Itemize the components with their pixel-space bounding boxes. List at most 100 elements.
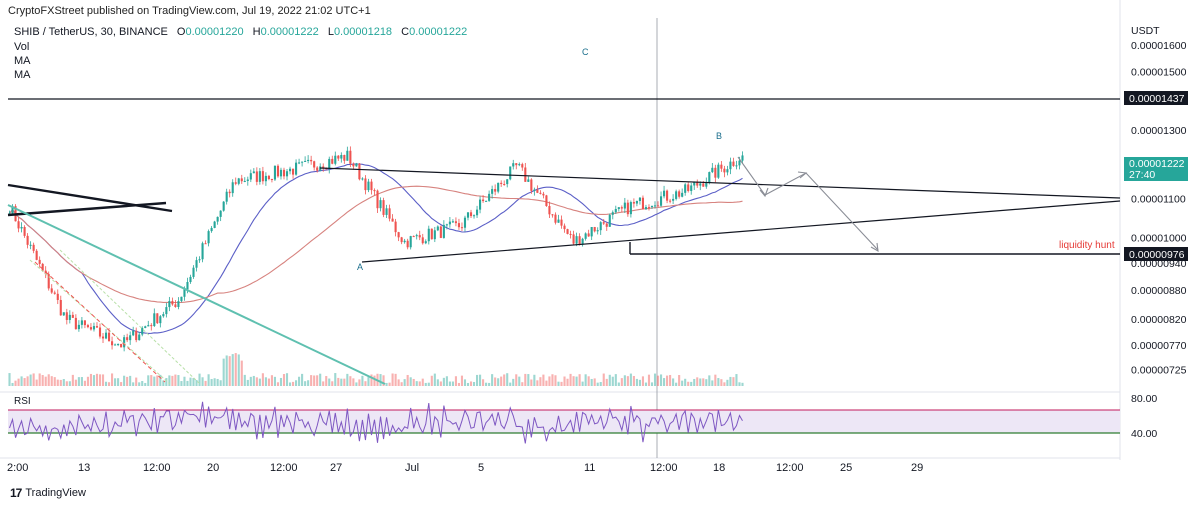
volume-bar xyxy=(635,378,638,386)
candle-body xyxy=(243,180,246,182)
volume-bar xyxy=(41,375,44,386)
candle-body xyxy=(135,330,138,341)
candle-body xyxy=(560,219,563,226)
volume-bar xyxy=(563,376,566,386)
volume-bar xyxy=(581,381,584,386)
current-price-tag-text: 0.00001222 xyxy=(1129,158,1185,170)
volume-bar xyxy=(397,379,400,386)
candle-body xyxy=(611,212,614,215)
candle-body xyxy=(255,171,258,182)
candle-body xyxy=(141,327,144,335)
price-tick-4: 0.00001100 xyxy=(1131,194,1186,206)
volume-bar xyxy=(439,381,442,386)
volume-bar xyxy=(234,353,237,386)
candle-body xyxy=(705,182,708,187)
candle-body xyxy=(488,193,491,201)
volume-bar xyxy=(204,380,207,386)
volume-bar xyxy=(659,374,663,386)
candle-body xyxy=(219,210,222,217)
candle-body xyxy=(397,232,400,238)
volume-bar xyxy=(288,382,292,386)
volume-bar xyxy=(494,377,497,386)
volume-bar xyxy=(723,382,726,386)
volume-bar xyxy=(83,380,86,386)
candle-body xyxy=(599,222,602,231)
candle-body xyxy=(270,179,273,181)
candle-body xyxy=(114,344,117,346)
volume-bar xyxy=(282,374,286,386)
trendline-thick-up xyxy=(7,201,167,217)
support-price-tag-text: 0.00000976 xyxy=(1129,249,1185,261)
candle-body xyxy=(240,178,243,182)
volume-bar xyxy=(400,382,403,386)
candle-body xyxy=(225,191,228,202)
indicator-ma-2[interactable]: MA xyxy=(14,69,31,81)
candle-body xyxy=(696,182,699,186)
candle-body xyxy=(111,341,114,346)
volume-bar xyxy=(135,377,138,386)
candle-body xyxy=(693,182,696,186)
candle-body xyxy=(723,168,726,173)
resistance-price-tag-text: 0.00001437 xyxy=(1129,93,1185,105)
volume-bar xyxy=(418,381,421,386)
candle-body xyxy=(515,163,518,166)
candle-body xyxy=(101,336,105,339)
volume-bar xyxy=(246,379,249,386)
candle-body xyxy=(530,179,533,191)
volume-bar xyxy=(168,375,171,386)
candle-body xyxy=(313,161,316,168)
candle-body xyxy=(337,155,340,159)
candle-body xyxy=(38,259,41,264)
candle-body xyxy=(563,225,566,230)
volume-bar xyxy=(11,382,14,386)
volume-bar xyxy=(575,376,578,386)
symbol-legend[interactable]: SHIB / TetherUS, 30, BINANCE O0.00001220… xyxy=(14,26,467,38)
volume-bar xyxy=(20,376,23,386)
volume-bar xyxy=(231,354,234,386)
candle-body xyxy=(95,326,99,328)
candle-body xyxy=(439,226,442,238)
volume-bar xyxy=(702,378,705,386)
volume-bar xyxy=(346,373,349,386)
volume-bar xyxy=(243,374,246,386)
volume-bar xyxy=(29,374,32,386)
volume-bar xyxy=(548,376,551,386)
volume-bar xyxy=(653,373,657,386)
volume-bar xyxy=(301,373,304,386)
candle-body xyxy=(204,243,207,245)
volume-bar xyxy=(195,380,198,386)
volume-bar xyxy=(521,382,524,386)
candle-body xyxy=(554,214,557,223)
candle-body xyxy=(602,222,605,224)
candle-body xyxy=(617,207,620,210)
candle-body xyxy=(406,240,409,248)
volume-bar xyxy=(126,376,129,386)
volume-bar xyxy=(485,382,488,386)
indicator-ma-1[interactable]: MA xyxy=(14,55,31,67)
price-tick-0: 0.00001600 xyxy=(1131,40,1187,52)
volume-bar xyxy=(213,378,216,386)
volume-bar xyxy=(394,373,397,386)
candle-body xyxy=(147,325,150,327)
candle-body xyxy=(575,236,578,244)
volume-bar xyxy=(144,382,147,386)
volume-bar xyxy=(669,374,672,386)
candle-body xyxy=(92,326,96,330)
volume-bar xyxy=(385,382,388,386)
indicator-vol[interactable]: Vol xyxy=(14,41,30,53)
candle-body xyxy=(385,208,388,215)
volume-bar xyxy=(240,360,243,386)
candle-body xyxy=(301,161,304,163)
volume-bar xyxy=(608,374,611,386)
volume-bar xyxy=(735,374,738,386)
candle-body xyxy=(291,168,295,175)
volume-bar xyxy=(349,376,352,386)
candle-body xyxy=(463,217,467,228)
volume-bar xyxy=(491,374,494,386)
volume-bar xyxy=(566,378,569,386)
volume-bar xyxy=(479,374,482,386)
trendline-thick-down xyxy=(7,183,173,213)
candle-body xyxy=(545,195,548,207)
candle-body xyxy=(53,292,56,294)
